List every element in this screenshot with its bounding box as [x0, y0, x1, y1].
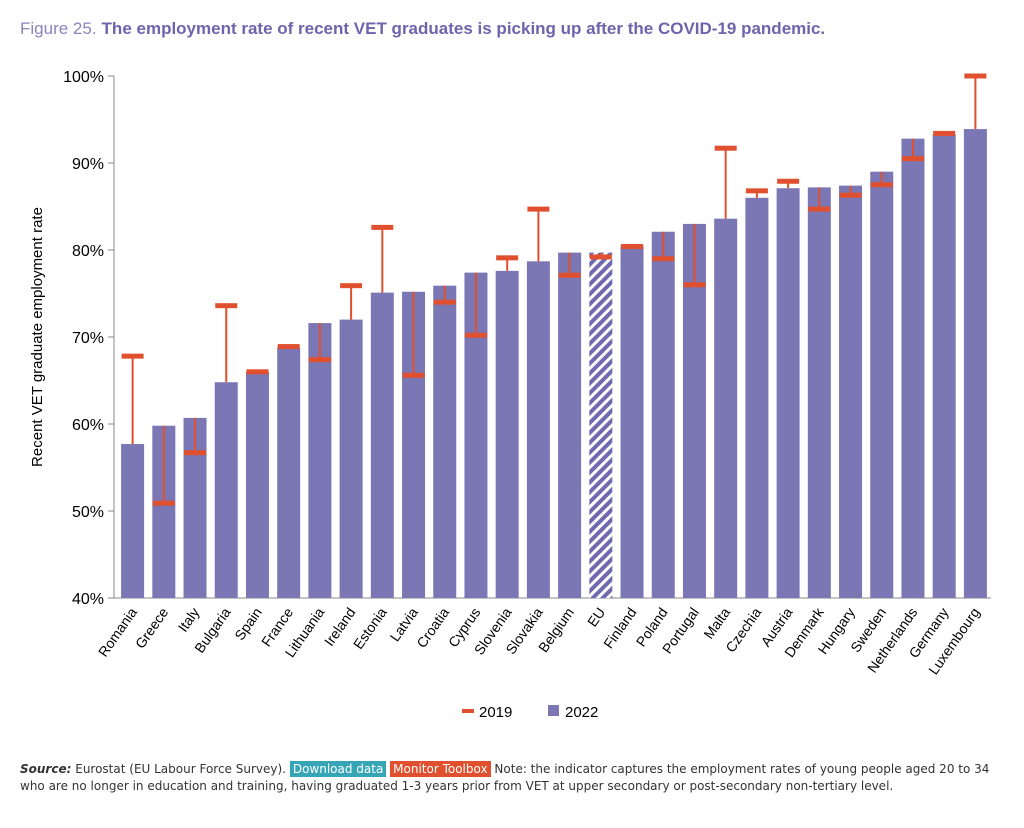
marker-2019 — [340, 283, 363, 289]
x-tick-label: Italy — [175, 605, 203, 635]
bar — [121, 444, 145, 598]
note: Note: the indicator captures the employm… — [20, 762, 990, 793]
x-tick-label: Finland — [600, 605, 639, 652]
bar — [589, 252, 613, 599]
legend-marker — [548, 705, 559, 716]
bar — [714, 218, 738, 598]
bar — [870, 171, 894, 598]
y-tick-label: 80% — [72, 243, 104, 260]
bar — [245, 371, 269, 598]
bar — [370, 292, 394, 598]
x-tick-label: Romania — [95, 604, 140, 659]
chart: Figure 25. The employment rate of recent … — [20, 19, 991, 721]
marker-2019 — [589, 254, 612, 260]
bar — [558, 252, 582, 599]
figure-label: Figure 25. — [20, 19, 97, 38]
source-label: Source: — [20, 762, 72, 776]
title: The employment rate of recent VET gradua… — [102, 19, 826, 38]
toolbox-button[interactable]: Monitor Toolbox — [390, 761, 491, 777]
marker-2019 — [808, 206, 831, 212]
bar — [901, 138, 925, 598]
x-tick-label: Croatia — [413, 604, 452, 650]
marker-2019 — [152, 500, 175, 506]
bar — [807, 187, 831, 599]
bar — [152, 425, 176, 598]
bar — [839, 185, 863, 598]
marker-2019 — [870, 182, 893, 188]
marker-2019 — [496, 255, 519, 261]
marker-2019 — [933, 130, 956, 136]
bar — [433, 285, 457, 598]
bar — [651, 231, 675, 599]
bar — [963, 129, 987, 598]
marker-2019 — [277, 344, 300, 350]
source: Eurostat (EU Labour Force Survey). — [75, 762, 286, 776]
bar — [277, 347, 301, 598]
marker-2019 — [683, 282, 706, 288]
y-tick-label: 50% — [72, 504, 104, 521]
marker-2019 — [464, 332, 487, 338]
bar — [308, 323, 332, 598]
bar — [402, 291, 426, 598]
marker-2019 — [964, 73, 987, 79]
marker-2019 — [121, 353, 144, 359]
legend-label: 2022 — [565, 704, 598, 721]
bar — [339, 319, 363, 598]
bar — [183, 417, 207, 598]
chart-title: Figure 25. The employment rate of recent … — [20, 19, 825, 38]
bar — [745, 197, 769, 599]
legend-marker — [462, 709, 474, 713]
marker-2019 — [745, 188, 768, 194]
y-tick-label: 60% — [72, 417, 104, 434]
marker-2019 — [901, 156, 924, 162]
marker-2019 — [621, 244, 644, 250]
marker-2019 — [184, 450, 207, 456]
bar — [464, 272, 488, 598]
marker-2019 — [215, 303, 238, 309]
x-tick-label: EU — [584, 605, 608, 630]
bar — [526, 261, 550, 598]
marker-2019 — [652, 256, 675, 262]
footer: Source: Eurostat (EU Labour Force Survey… — [20, 761, 1012, 795]
bar — [932, 134, 956, 599]
legend-label: 2019 — [479, 704, 512, 721]
bar — [214, 382, 238, 598]
bar — [495, 270, 519, 598]
y-tick-label: 40% — [72, 591, 104, 608]
y-tick-label: 90% — [72, 156, 104, 173]
x-tick-label: Greece — [132, 604, 172, 651]
bar — [776, 188, 800, 599]
download-button[interactable]: Download data — [289, 761, 387, 777]
marker-2019 — [839, 192, 862, 198]
marker-2019 — [402, 372, 425, 378]
y-tick-label: 70% — [72, 330, 104, 347]
bar — [682, 223, 706, 598]
marker-2019 — [308, 357, 331, 363]
marker-2019 — [433, 299, 456, 305]
marker-2019 — [527, 206, 550, 212]
y-axis-label: Recent VET graduate employment rate — [29, 207, 46, 467]
marker-2019 — [246, 369, 269, 375]
bar — [620, 245, 644, 598]
marker-2019 — [777, 178, 800, 184]
marker-2019 — [714, 145, 737, 151]
marker-2019 — [558, 272, 581, 278]
marker-2019 — [371, 224, 394, 230]
y-tick-label: 100% — [63, 69, 104, 86]
x-tick-label: Estonia — [350, 604, 390, 652]
